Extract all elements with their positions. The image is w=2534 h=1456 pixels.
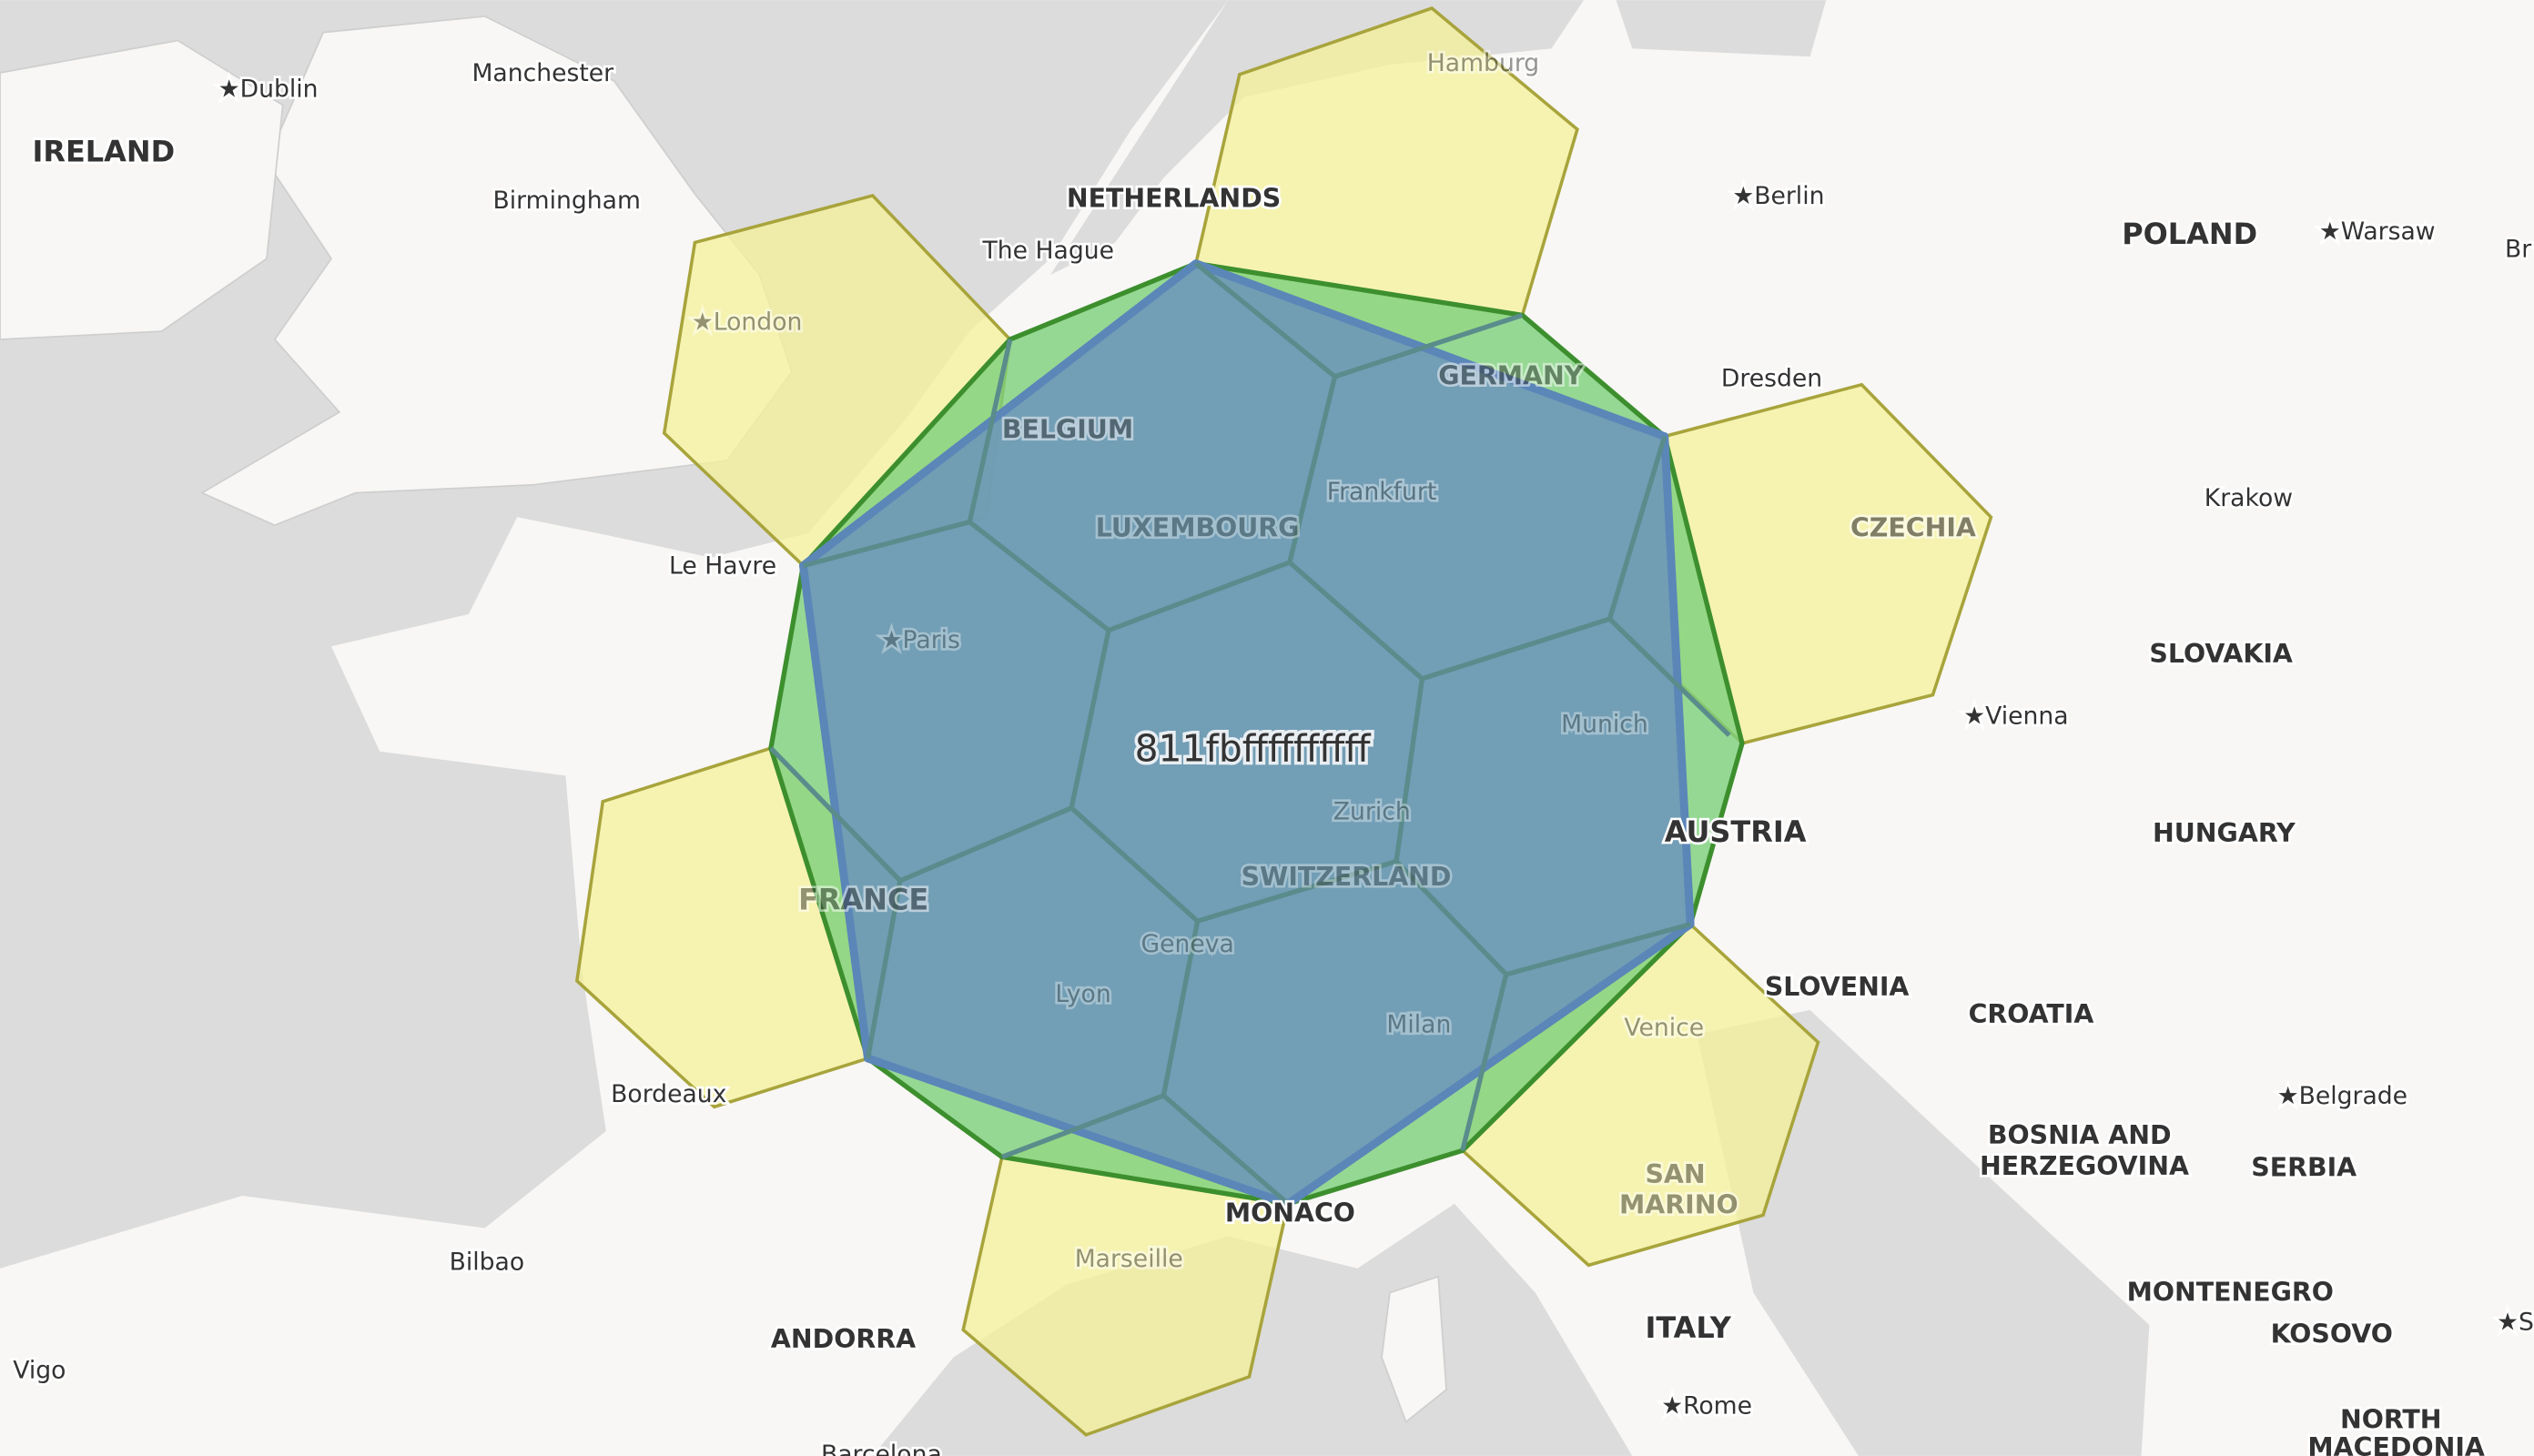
city-label: ★Belgrade xyxy=(2277,1082,2407,1110)
country-label: HUNGARY xyxy=(2153,818,2296,848)
city-label: ★Berlin xyxy=(1732,182,1824,210)
city-label: ★Vienna xyxy=(1963,703,2068,731)
city-label: ★London xyxy=(692,308,802,336)
city-label: Geneva xyxy=(1141,930,1234,958)
country-label: ANDORRA xyxy=(771,1324,916,1354)
city-label: ★Rome xyxy=(1661,1392,1752,1421)
city-label: Bilbao xyxy=(450,1249,525,1277)
city-label: The Hague xyxy=(982,237,1114,265)
country-label: ITALY xyxy=(1645,1310,1731,1345)
great-britain xyxy=(200,15,793,527)
city-label: ★S xyxy=(2497,1308,2534,1336)
city-label: Le Havre xyxy=(669,551,776,580)
city-label: ★Dublin xyxy=(218,76,319,104)
country-label: MONACO xyxy=(1225,1198,1355,1228)
city-label: Lyon xyxy=(1055,980,1110,1008)
country-label: BOSNIA AND xyxy=(1988,1120,2172,1150)
country-label: MACEDONIA xyxy=(2307,1432,2484,1456)
city-label: Manchester xyxy=(471,59,613,87)
country-label: SERBIA xyxy=(2251,1153,2357,1183)
city-labels: ★Dublin Manchester Birmingham ★London Th… xyxy=(11,47,2534,1456)
city-label: Frankfurt xyxy=(1327,478,1437,506)
city-label: Br xyxy=(2505,235,2531,263)
baltic-sea xyxy=(1616,0,1827,57)
country-label: LUXEMBOURG xyxy=(1096,513,1300,543)
country-label: GERMANY xyxy=(1438,361,1584,391)
country-label: POLAND xyxy=(2122,217,2257,251)
country-label: NORTH xyxy=(2340,1405,2442,1435)
city-label: Krakow xyxy=(2205,484,2293,512)
city-label: ★Warsaw xyxy=(2319,217,2436,246)
city-label: Bordeaux xyxy=(611,1080,726,1108)
city-label: Dresden xyxy=(1721,364,1822,392)
city-label: Venice xyxy=(1624,1014,1704,1042)
city-label: Vigo xyxy=(13,1357,66,1385)
country-label: SLOVAKIA xyxy=(2149,639,2292,669)
child-cells xyxy=(769,261,1731,1206)
city-label: Marseille xyxy=(1075,1245,1183,1273)
country-label: CROATIA xyxy=(1969,999,2094,1029)
country-label: SLOVENIA xyxy=(1765,972,1910,1002)
city-label: Birmingham xyxy=(493,187,641,215)
city-label: Hamburg xyxy=(1427,49,1539,77)
country-label: KOSOVO xyxy=(2271,1320,2393,1350)
corsica xyxy=(1381,1275,1448,1424)
country-label: FRANCE xyxy=(798,883,928,917)
country-label: SWITZERLAND xyxy=(1242,862,1452,892)
north-sea-coast xyxy=(1050,0,1584,275)
country-label: HERZEGOVINA xyxy=(1980,1151,2189,1181)
city-label: Milan xyxy=(1386,1011,1451,1039)
ireland xyxy=(0,39,284,340)
country-label: MARINO xyxy=(1619,1190,1738,1220)
country-label: SAN xyxy=(1645,1159,1705,1189)
country-label: AUSTRIA xyxy=(1665,814,1807,849)
city-label: Zurich xyxy=(1333,797,1411,825)
country-label: MONTENEGRO xyxy=(2127,1277,2334,1307)
city-label: Barcelona xyxy=(821,1441,942,1456)
cell-index-label: 811fbffffffffff xyxy=(1135,726,1372,770)
country-label: BELGIUM xyxy=(1002,414,1133,444)
country-label: NETHERLANDS xyxy=(1067,183,1281,213)
city-label: ★Paris xyxy=(881,626,960,654)
country-label: CZECHIA xyxy=(1850,513,1976,543)
city-label: Munich xyxy=(1561,710,1648,738)
child-cell-edges xyxy=(769,261,1731,1206)
country-labels: IRELAND NETHERLANDS BELGIUM LUXEMBOURG G… xyxy=(30,132,2488,1456)
country-label: IRELAND xyxy=(33,135,176,169)
adriatic-sea xyxy=(1697,1009,2150,1456)
